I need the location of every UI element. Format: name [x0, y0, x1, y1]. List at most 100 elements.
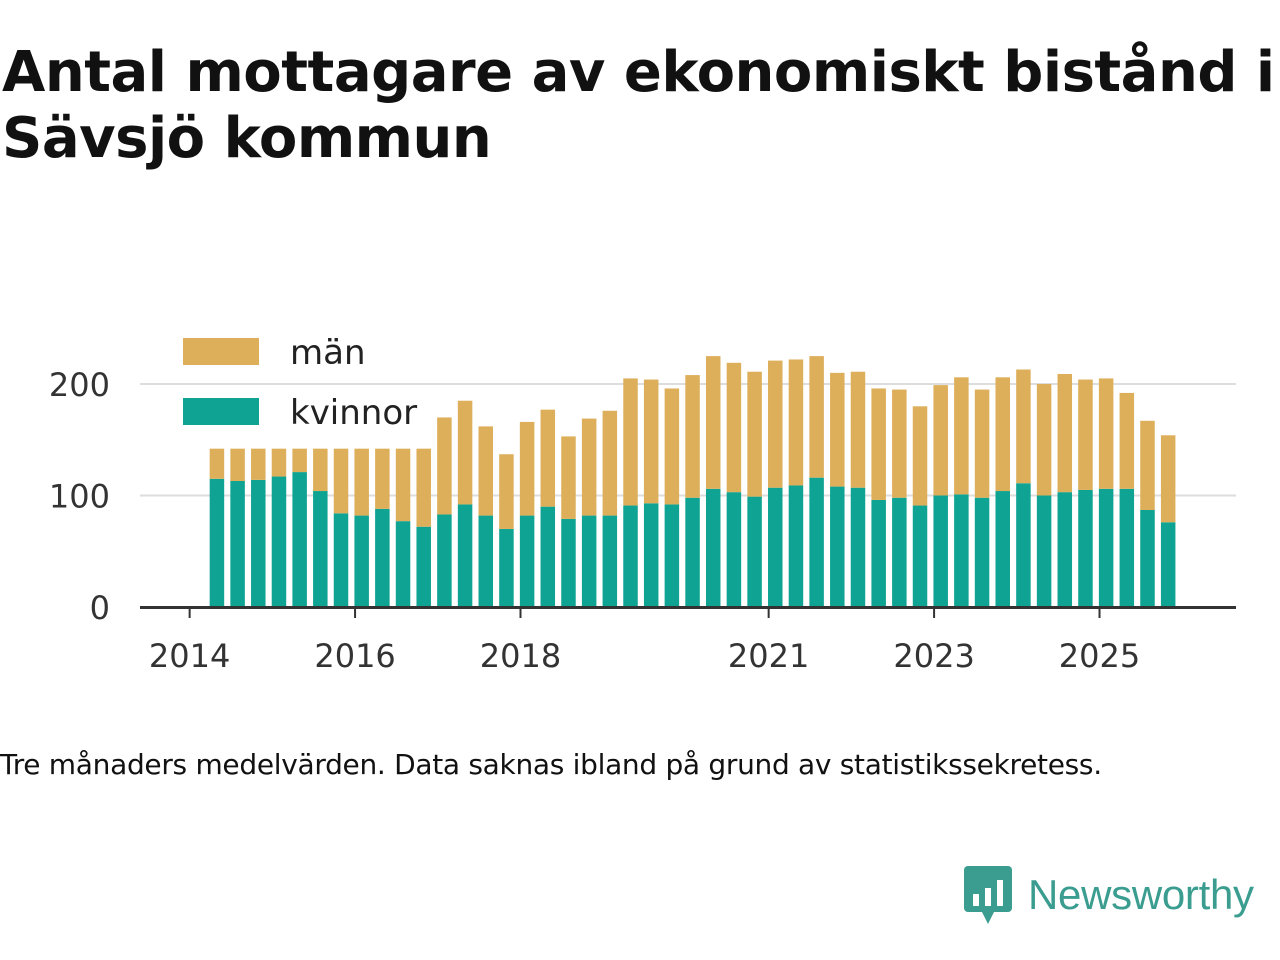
bar-man: [519, 421, 535, 516]
bar-man: [623, 378, 638, 506]
bar-kvinnor: [333, 513, 349, 607]
bar-man: [1036, 384, 1052, 496]
legend-label-kvinnor: kvinnor: [290, 393, 417, 433]
bar-man: [251, 448, 266, 480]
bar-man: [437, 417, 452, 515]
bar-man: [830, 372, 845, 487]
bar-kvinnor: [1036, 495, 1052, 607]
bar-kvinnor: [313, 491, 328, 607]
bar-man: [540, 409, 556, 507]
bar-kvinnor: [809, 477, 824, 607]
y-axis-ticks: 0 100 200: [49, 366, 110, 627]
chart-caption: Tre månaders medelvärden. Data saknas ib…: [0, 748, 1102, 781]
bar-kvinnor: [974, 497, 990, 607]
bar-kvinnor: [561, 518, 576, 607]
newsworthy-logo-icon: [964, 866, 1012, 924]
bar-man: [561, 436, 576, 519]
bar-man: [602, 410, 618, 516]
bar-man: [354, 448, 369, 516]
x-tick-label: 2021: [728, 637, 809, 675]
bar-man: [1098, 378, 1114, 489]
bar-man: [933, 385, 948, 496]
bar-kvinnor: [230, 481, 245, 607]
bar-man: [395, 448, 411, 522]
x-tick-label: 2018: [480, 637, 561, 675]
bar-man: [747, 371, 762, 497]
bar-man: [974, 389, 990, 498]
bar-kvinnor: [1098, 488, 1114, 607]
bar-kvinnor: [354, 515, 369, 607]
bar-kvinnor: [705, 488, 721, 607]
bar-man: [581, 418, 597, 516]
x-tick-label: 2023: [893, 637, 974, 675]
bar-man: [416, 448, 431, 527]
bar-man: [685, 375, 700, 498]
bar-man: [1160, 435, 1176, 523]
bars: [209, 356, 1176, 607]
bar-kvinnor: [1140, 509, 1155, 607]
bar-kvinnor: [643, 503, 659, 607]
x-axis-ticks: 2014 2016 2018 2021 2023 2025: [149, 608, 1140, 675]
bar-kvinnor: [1078, 489, 1093, 607]
bar-man: [705, 356, 721, 489]
brand-logo: Newsworthy: [962, 862, 1254, 928]
chart-title: Antal mottagare av ekonomiskt bistånd i …: [2, 40, 1275, 171]
bar-kvinnor: [395, 521, 411, 607]
bar-man: [643, 379, 659, 504]
y-tick-label: 100: [49, 478, 110, 516]
y-tick-label: 200: [49, 366, 110, 404]
bar-man: [1119, 392, 1135, 489]
bar-man: [1078, 379, 1093, 490]
bar-man: [871, 388, 886, 500]
bar-kvinnor: [271, 476, 287, 607]
legend: män kvinnor: [183, 333, 417, 433]
bar-kvinnor: [912, 505, 928, 607]
bar-kvinnor: [768, 487, 783, 607]
y-tick-label: 0: [90, 589, 110, 627]
bar-kvinnor: [478, 515, 494, 607]
bar-man: [1016, 369, 1031, 484]
bar-man: [954, 377, 969, 495]
brand-name: Newsworthy: [1028, 871, 1254, 918]
bar-man: [1140, 420, 1155, 510]
bar-kvinnor: [292, 472, 307, 607]
bar-man: [809, 356, 824, 478]
bar-man: [209, 448, 225, 479]
bar-kvinnor: [685, 497, 700, 607]
bar-man: [457, 400, 473, 505]
bar-man: [230, 448, 245, 482]
bar-kvinnor: [581, 515, 597, 607]
bar-man: [1057, 373, 1073, 493]
bar-man: [726, 362, 742, 493]
x-tick-label: 2014: [149, 637, 230, 675]
bar-kvinnor: [209, 478, 225, 607]
bar-man: [313, 448, 328, 492]
bar-kvinnor: [457, 504, 473, 607]
bar-kvinnor: [437, 514, 452, 607]
bar-kvinnor: [602, 515, 618, 607]
bar-kvinnor: [747, 496, 762, 607]
bar-kvinnor: [375, 508, 390, 607]
bar-man: [850, 371, 866, 488]
bar-kvinnor: [664, 504, 680, 607]
legend-swatch-kvinnor: [183, 398, 259, 425]
bar-man: [664, 388, 680, 505]
bar-kvinnor: [519, 515, 535, 607]
bar-kvinnor: [995, 491, 1010, 607]
bar-kvinnor: [788, 485, 804, 607]
stacked-bar-chart: 0 100 200 2014 2016 2018 2021 2023 2025 män kvi…: [49, 333, 1236, 675]
bar-kvinnor: [850, 487, 866, 607]
bar-kvinnor: [1057, 492, 1073, 607]
bar-man: [995, 377, 1010, 492]
bar-man: [333, 448, 349, 514]
bar-man: [478, 426, 494, 516]
legend-swatch-man: [183, 338, 259, 365]
bar-kvinnor: [623, 505, 638, 607]
x-tick-label: 2016: [314, 637, 395, 675]
legend-label-man: män: [290, 333, 366, 373]
bar-man: [768, 360, 783, 488]
bar-man: [375, 448, 390, 509]
bar-man: [499, 454, 514, 529]
bar-man: [788, 359, 804, 486]
bar-man: [271, 448, 287, 477]
